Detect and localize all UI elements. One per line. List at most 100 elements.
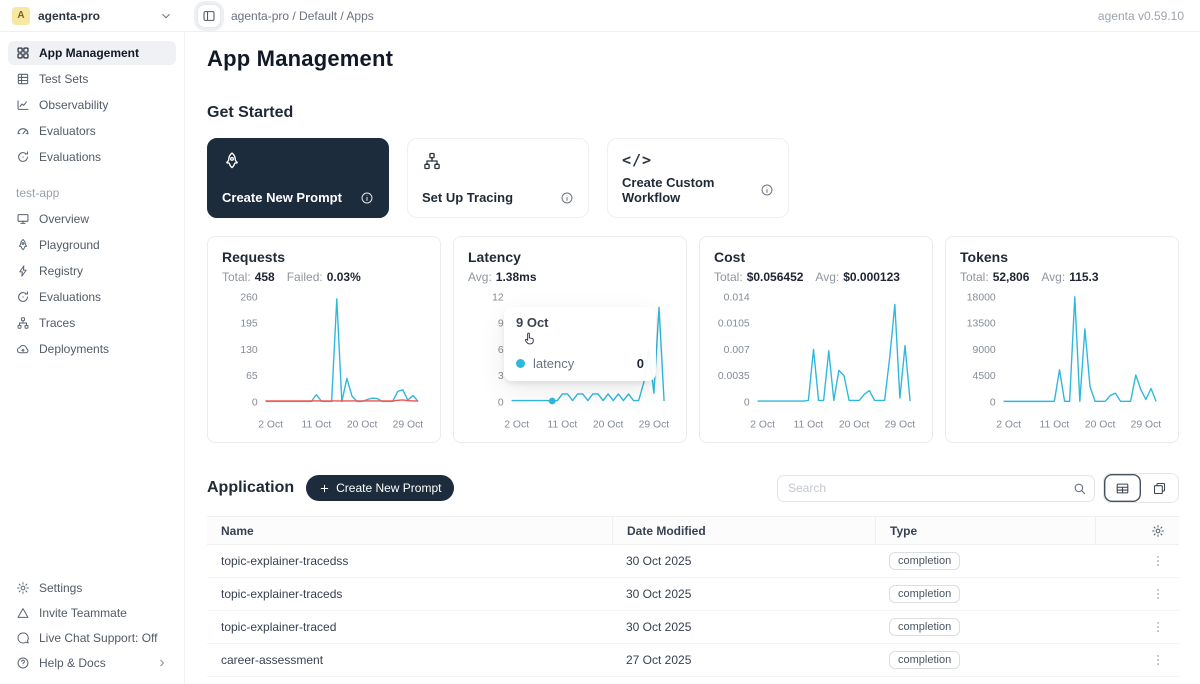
svg-text:2 Oct: 2 Oct	[996, 420, 1021, 431]
sidebar-item-invite-teammate[interactable]: Invite Teammate	[8, 601, 176, 625]
kebab-menu-icon[interactable]	[1151, 653, 1165, 667]
sidebar-item-label: Help & Docs	[39, 656, 106, 670]
sidebar-item-label: Evaluations	[39, 150, 101, 164]
svg-text:6: 6	[498, 345, 504, 356]
refresh-icon	[16, 150, 30, 164]
svg-text:20 Oct: 20 Oct	[347, 420, 378, 431]
kebab-menu-icon[interactable]	[1151, 620, 1165, 634]
tokens-chart[interactable]: 04500900013500180002 Oct11 Oct20 Oct29 O…	[960, 287, 1164, 434]
hand-cursor-icon	[522, 331, 537, 346]
sidebar-item-deployments[interactable]: Deployments	[8, 337, 176, 361]
sidebar-item-test-sets[interactable]: Test Sets	[8, 67, 176, 91]
create-custom-workflow-card[interactable]: </> Create Custom Workflow	[607, 138, 789, 218]
app-name: topic-explainer-tracedss	[207, 554, 612, 568]
sidebar-item-label: Overview	[39, 212, 89, 226]
info-icon[interactable]	[760, 183, 774, 197]
app-name: topic-explainer-traceds	[207, 587, 612, 601]
card-label: Create Custom Workflow	[622, 175, 760, 205]
sidebar-item-help-docs[interactable]: Help & Docs	[8, 651, 176, 675]
test-sets-icon	[16, 72, 30, 86]
svg-text:3: 3	[498, 372, 504, 383]
requests-chart[interactable]: 0651301952602 Oct11 Oct20 Oct29 Oct	[222, 287, 426, 434]
table-row[interactable]: topic-explainer-tracedss 30 Oct 2025 com…	[207, 545, 1179, 578]
create-new-prompt-button[interactable]: Create New Prompt	[306, 475, 454, 501]
search-icon[interactable]	[1072, 481, 1087, 496]
chart-title: Cost	[714, 249, 918, 265]
svg-text:0.0035: 0.0035	[718, 372, 750, 383]
app-name: topic-explainer-traced	[207, 620, 612, 634]
sidebar-item-app-evaluations[interactable]: Evaluations	[8, 285, 176, 309]
workspace-name: agenta-pro	[38, 9, 151, 23]
sidebar-item-label: Evaluators	[39, 124, 96, 138]
svg-text:2 Oct: 2 Oct	[258, 420, 283, 431]
sidebar-item-app-management[interactable]: App Management	[8, 41, 176, 65]
app-name: career-assessment	[207, 653, 612, 667]
table-row[interactable]: career-assessment 27 Oct 2025 completion	[207, 644, 1179, 677]
get-started-heading: Get Started	[207, 104, 1179, 122]
column-header-name[interactable]: Name	[207, 517, 612, 544]
help-icon	[16, 656, 30, 670]
table-row[interactable]: topic-explainer-traced 30 Oct 2025 compl…	[207, 611, 1179, 644]
sidebar-item-evaluators[interactable]: Evaluators	[8, 119, 176, 143]
svg-text:18000: 18000	[967, 293, 996, 304]
kebab-menu-icon[interactable]	[1151, 587, 1165, 601]
svg-text:130: 130	[240, 345, 258, 356]
svg-text:0.014: 0.014	[724, 293, 750, 304]
gear-icon	[16, 581, 30, 595]
stat-label: Failed:	[287, 270, 323, 284]
svg-text:11 Oct: 11 Oct	[1040, 420, 1070, 431]
svg-text:20 Oct: 20 Oct	[593, 420, 624, 431]
set-up-tracing-card[interactable]: Set Up Tracing	[407, 138, 589, 218]
svg-text:0: 0	[498, 398, 504, 409]
kebab-menu-icon[interactable]	[1151, 554, 1165, 568]
sidebar-item-registry[interactable]: Registry	[8, 259, 176, 283]
sidebar-item-playground[interactable]: Playground	[8, 233, 176, 257]
table-view-icon	[1115, 481, 1130, 496]
cost-chart-card: Cost Total:$0.056452 Avg:$0.000123 00.00…	[699, 236, 933, 443]
sidebar: App Management Test Sets Observability E…	[0, 32, 185, 684]
card-view-button[interactable]	[1141, 474, 1178, 502]
workspace-switcher[interactable]: A agenta-pro	[0, 7, 185, 25]
gear-icon[interactable]	[1151, 524, 1165, 538]
sidebar-item-label: Test Sets	[39, 72, 88, 86]
observability-icon	[16, 98, 30, 112]
chart-title: Requests	[222, 249, 426, 265]
column-header-type[interactable]: Type	[875, 517, 1095, 544]
svg-text:65: 65	[246, 372, 258, 383]
sidebar-item-traces[interactable]: Traces	[8, 311, 176, 335]
tooltip-date: 9 Oct	[516, 315, 644, 330]
info-icon[interactable]	[560, 191, 574, 205]
breadcrumb[interactable]: agenta-pro / Default / Apps	[231, 9, 374, 23]
card-view-icon	[1152, 481, 1167, 496]
latency-chart-card: Latency Avg:1.38ms 0369122 Oct11 Oct20 O…	[453, 236, 687, 443]
sidebar-toggle-icon	[202, 9, 216, 23]
sidebar-item-overview[interactable]: Overview	[8, 207, 176, 231]
sidebar-toggle-button[interactable]	[197, 4, 221, 28]
table-view-button[interactable]	[1104, 474, 1141, 502]
stat-label: Total:	[960, 270, 989, 284]
type-badge: completion	[889, 552, 960, 570]
cost-chart[interactable]: 00.00350.0070.01050.0142 Oct11 Oct20 Oct…	[714, 287, 918, 434]
svg-text:20 Oct: 20 Oct	[839, 420, 870, 431]
svg-text:29 Oct: 29 Oct	[639, 420, 670, 431]
svg-text:13500: 13500	[967, 319, 996, 330]
stat-label: Total:	[222, 270, 251, 284]
stat-value: $0.056452	[747, 270, 804, 284]
table-row[interactable]: topic-explainer-traceds 30 Oct 2025 comp…	[207, 578, 1179, 611]
search-input[interactable]	[777, 475, 1095, 502]
column-header-date-modified[interactable]: Date Modified	[612, 517, 875, 544]
create-new-prompt-card[interactable]: Create New Prompt	[207, 138, 389, 218]
workspace-avatar: A	[12, 7, 30, 25]
svg-text:0: 0	[252, 398, 258, 409]
info-icon[interactable]	[360, 191, 374, 205]
code-icon: </>	[622, 151, 774, 169]
sidebar-item-evaluations[interactable]: Evaluations	[8, 145, 176, 169]
tooltip-series: latency	[533, 356, 574, 371]
svg-text:9: 9	[498, 319, 504, 330]
sidebar-item-settings[interactable]: Settings	[8, 576, 176, 600]
sidebar-item-label: Observability	[39, 98, 108, 112]
svg-text:11 Oct: 11 Oct	[302, 420, 332, 431]
svg-text:11 Oct: 11 Oct	[548, 420, 578, 431]
sidebar-item-live-chat[interactable]: Live Chat Support: Off	[8, 626, 176, 650]
sidebar-item-observability[interactable]: Observability	[8, 93, 176, 117]
